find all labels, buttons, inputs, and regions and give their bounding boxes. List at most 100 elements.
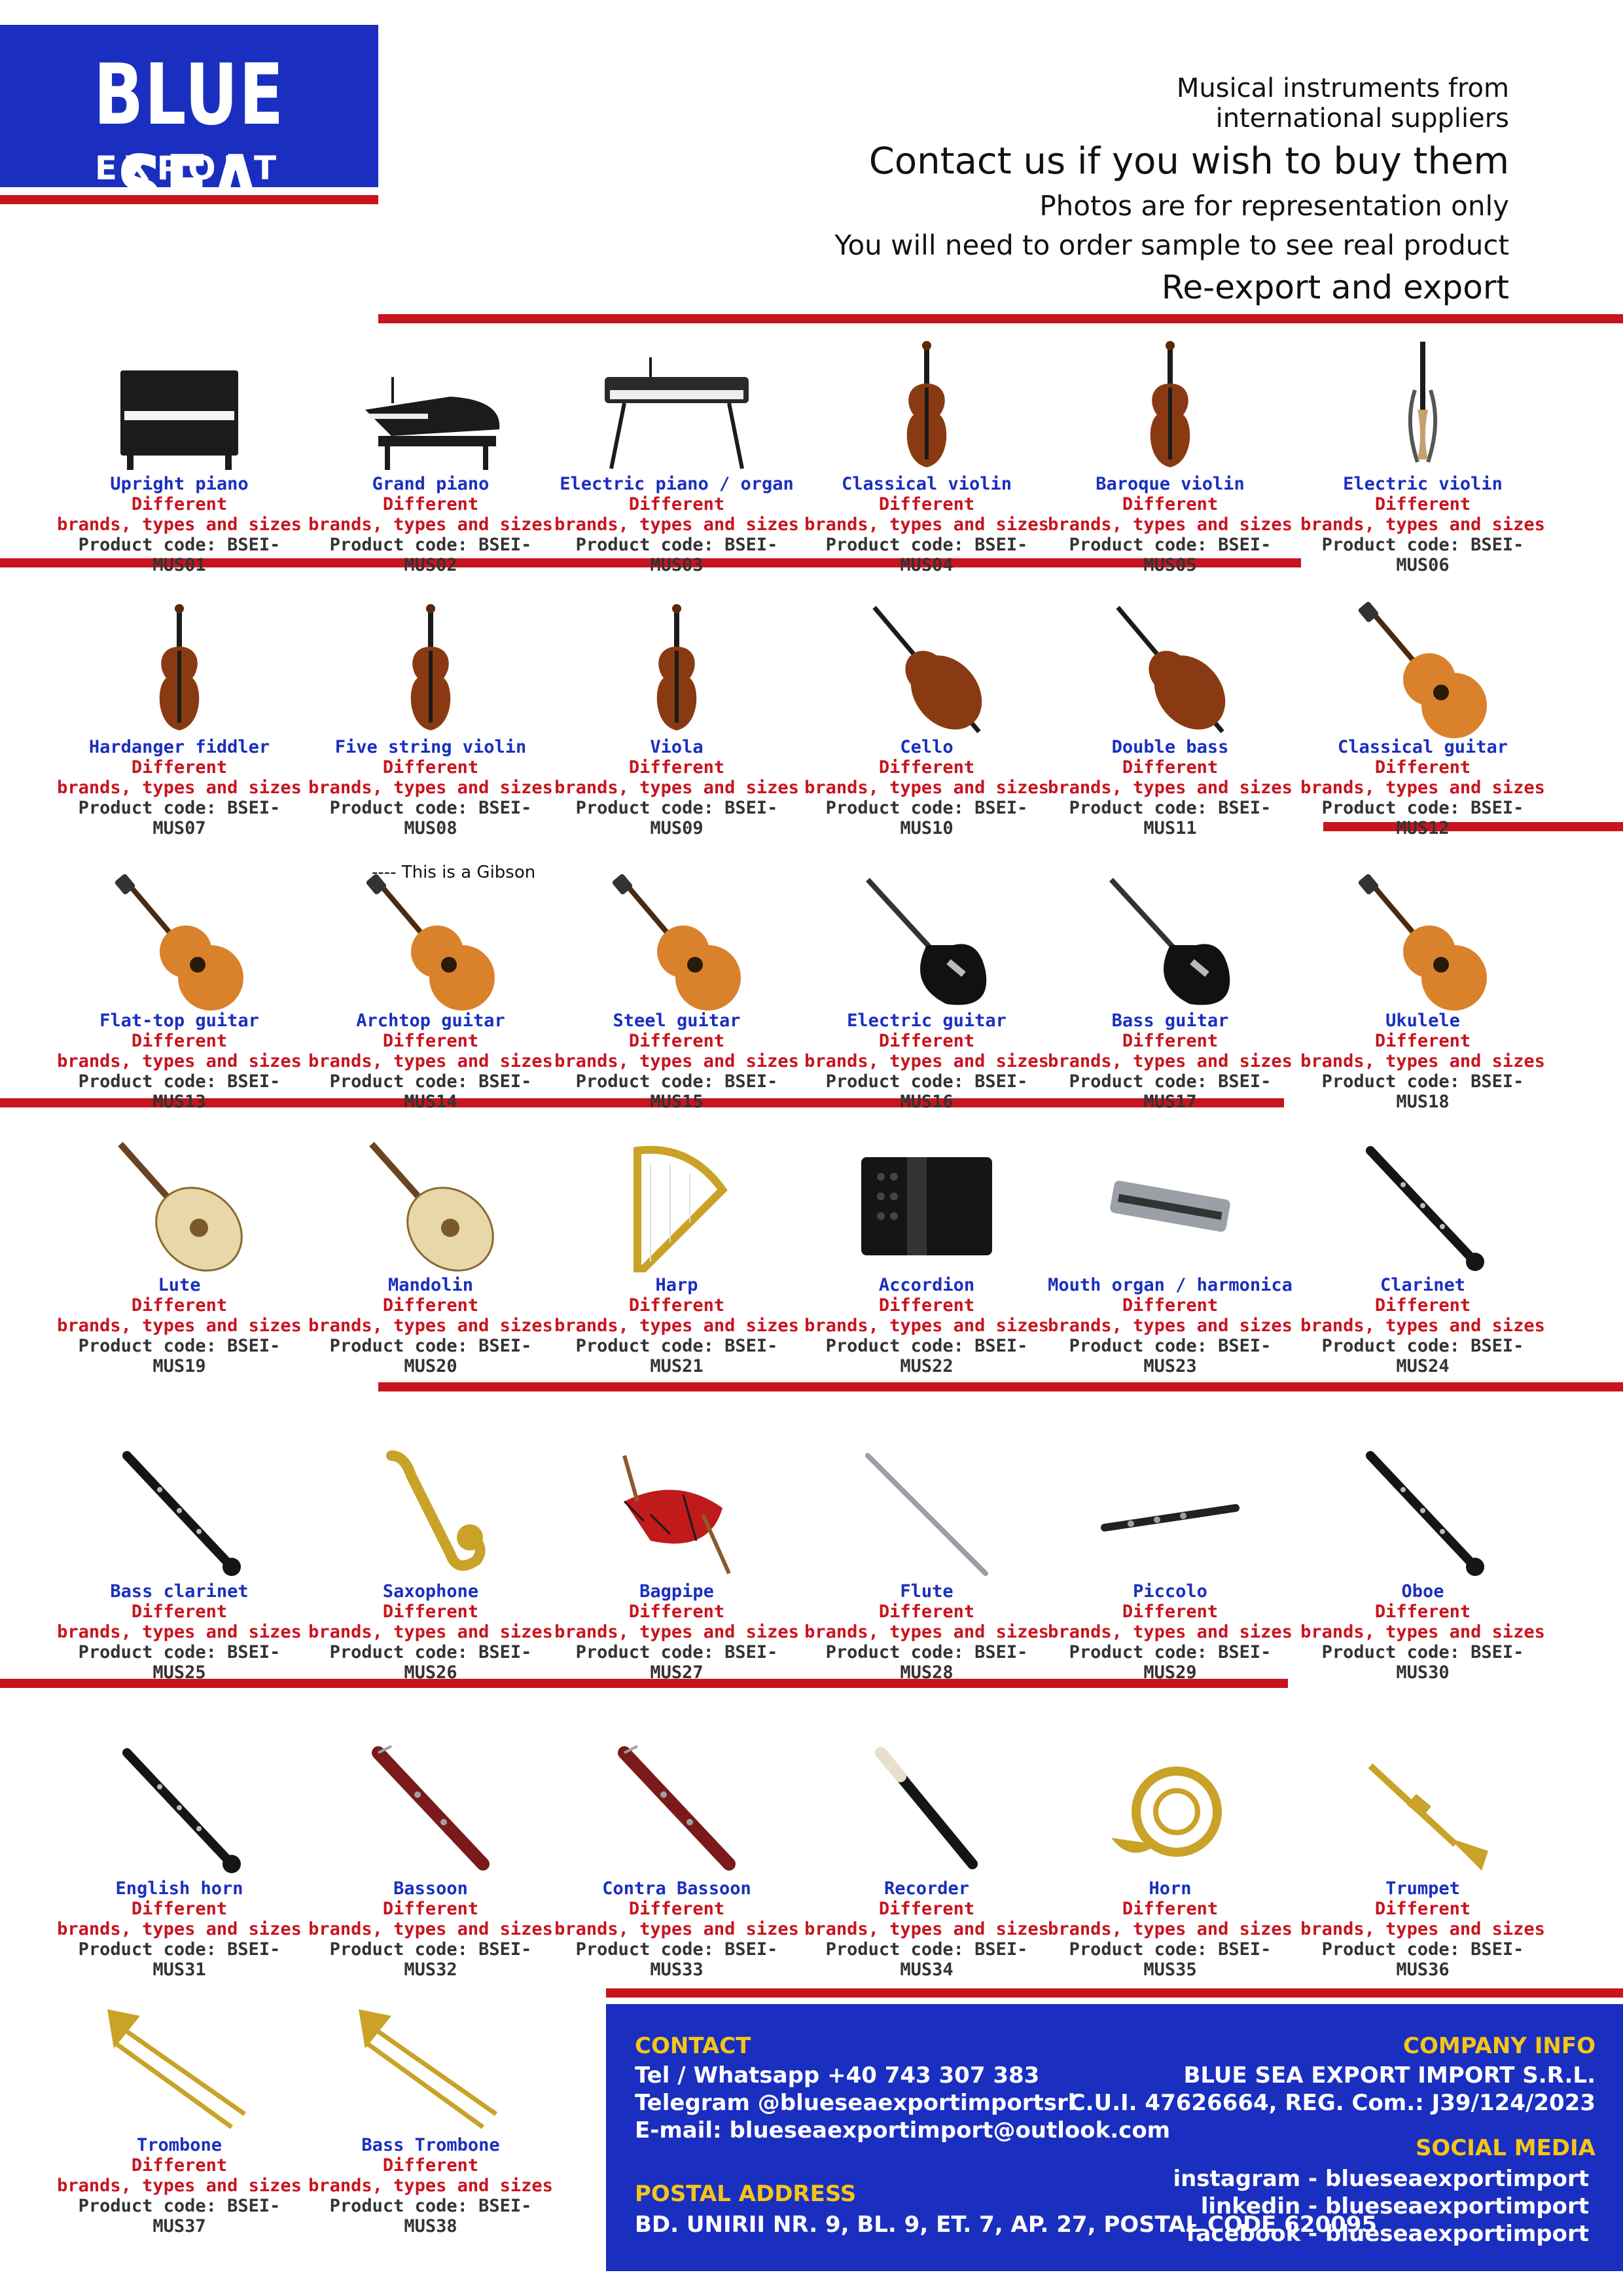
product-caption: Electric piano / organ Different brands, t… [552, 474, 801, 575]
product-code: Product code: BSEI-MUS12 [1321, 798, 1524, 838]
header-sample-note: You will need to order sample to see rea… [834, 229, 1509, 261]
product-variety-detail: brands, types and sizes [554, 1051, 799, 1071]
product-caption: Bassoon Different brands, types and sizes P… [306, 1878, 555, 1980]
french-horn-icon [1092, 1740, 1249, 1877]
product-variety-detail: brands, types and sizes [308, 1919, 553, 1939]
product-variety: Different [878, 1602, 975, 1622]
product-variety: Different [1122, 1295, 1219, 1316]
product-variety: Different [131, 1031, 228, 1051]
product-variety-detail: brands, types and sizes [308, 514, 553, 535]
saxophone-icon [352, 1443, 509, 1580]
product-caption: Flat-top guitar Different brands, types an… [55, 1011, 304, 1112]
guitar-icon [352, 873, 509, 1011]
harmonica-icon [1092, 1138, 1249, 1275]
clarinet-icon [1344, 1138, 1501, 1275]
product-variety: Different [878, 1031, 975, 1051]
product-code: Product code: BSEI-MUS19 [78, 1336, 281, 1376]
product-variety-detail: brands, types and sizes [57, 778, 302, 798]
product-name: Bass guitar [1111, 1011, 1229, 1031]
clarinet-icon [101, 1740, 258, 1877]
product-code: Product code: BSEI-MUS24 [1321, 1336, 1524, 1376]
product-code: Product code: BSEI-MUS16 [825, 1071, 1028, 1112]
lute-icon [352, 1138, 509, 1275]
product-name: Trombone [136, 2135, 223, 2155]
product-variety-detail: brands, types and sizes [804, 514, 1049, 535]
product-name: Cello [900, 737, 954, 757]
product-variety-detail: brands, types and sizes [554, 1622, 799, 1642]
trombone-icon [101, 1996, 258, 2134]
product-name: Electric violin [1343, 474, 1503, 494]
product-variety: Different [1122, 757, 1219, 778]
linkedin-link[interactable]: linkedin - blueseaexportimport [1200, 2193, 1589, 2219]
product-variety: Different [1374, 1899, 1471, 1919]
divider [378, 314, 1623, 323]
phone-link[interactable]: Tel / Whatsapp +40 743 307 383 [635, 2062, 1040, 2089]
product-variety: Different [1122, 1899, 1219, 1919]
product-variety: Different [131, 1899, 228, 1919]
product-code: Product code: BSEI-MUS20 [329, 1336, 532, 1376]
product-variety-detail: brands, types and sizes [554, 514, 799, 535]
lute-icon [101, 1138, 258, 1275]
product-variety: Different [382, 1031, 479, 1051]
product-caption: Trumpet Different brands, types and sizes P… [1298, 1878, 1547, 1980]
product-caption: Hardanger fiddler Different brands, types … [55, 737, 304, 838]
product-name: Trumpet [1385, 1878, 1460, 1899]
product-caption: Clarinet Different brands, types and sizes… [1298, 1275, 1547, 1376]
product-code: Product code: BSEI-MUS18 [1321, 1071, 1524, 1112]
header-cta: Contact us if you wish to buy them [868, 140, 1509, 183]
product-variety: Different [878, 1899, 975, 1919]
product-caption: Bagpipe Different brands, types and sizes P… [552, 1581, 801, 1683]
product-code: Product code: BSEI-MUS07 [78, 798, 281, 838]
product-caption: English horn Different brands, types and s… [55, 1878, 304, 1980]
product-name: Classical guitar [1337, 737, 1508, 757]
product-name: Archtop guitar [356, 1011, 505, 1031]
divider [0, 558, 1301, 567]
email-link[interactable]: E-mail: blueseaexportimport@outlook.com [635, 2117, 1171, 2144]
product-code: Product code: BSEI-MUS32 [329, 1939, 532, 1980]
product-code: Product code: BSEI-MUS26 [329, 1642, 532, 1683]
product-code: Product code: BSEI-MUS15 [575, 1071, 778, 1112]
instagram-link[interactable]: instagram - blueseaexportimport [1173, 2166, 1589, 2192]
product-name: Recorder [883, 1878, 970, 1899]
product-caption: Upright piano Different brands, types and … [55, 474, 304, 575]
bassoon-icon [598, 1740, 755, 1877]
product-variety-detail: brands, types and sizes [308, 1051, 553, 1071]
bagpipe-icon [598, 1443, 755, 1580]
logo-underline [0, 195, 378, 204]
product-variety-detail: brands, types and sizes [1048, 514, 1293, 535]
product-variety: Different [131, 2155, 228, 2176]
product-code: Product code: BSEI-MUS33 [575, 1939, 778, 1980]
product-variety-detail: brands, types and sizes [308, 778, 553, 798]
company-registration: C.U.I. 47626664, REG. Com.: J39/124/2023 [1069, 2090, 1596, 2116]
product-caption: Bass guitar Different brands, types and si… [1046, 1011, 1294, 1112]
product-caption: Lute Different brands, types and sizes Prod… [55, 1275, 304, 1376]
product-variety: Different [382, 494, 479, 514]
product-variety: Different [382, 1295, 479, 1316]
product-variety-detail: brands, types and sizes [1300, 778, 1545, 798]
product-variety: Different [131, 494, 228, 514]
product-name: Electric guitar [847, 1011, 1007, 1031]
company-name: BLUE SEA EXPORT IMPORT S.R.L. [1183, 2062, 1596, 2089]
telegram-link[interactable]: Telegram @blueseaexportimportsrl [635, 2090, 1076, 2116]
product-name: Lute [158, 1275, 201, 1295]
guitar-icon [598, 873, 755, 1011]
product-caption: Flute Different brands, types and sizes Pro… [802, 1581, 1051, 1683]
product-name: Classical violin [841, 474, 1012, 494]
product-caption: Accordion Different brands, types and size… [802, 1275, 1051, 1376]
product-name: Mouth organ / harmonica [1048, 1275, 1293, 1295]
product-name: Harp [655, 1275, 698, 1295]
product-code: Product code: BSEI-MUS04 [825, 535, 1028, 575]
product-code: Product code: BSEI-MUS22 [825, 1336, 1028, 1376]
product-variety: Different [131, 757, 228, 778]
product-name: Piccolo [1133, 1581, 1207, 1602]
product-name: Bass clarinet [110, 1581, 249, 1602]
product-code: Product code: BSEI-MUS21 [575, 1336, 778, 1376]
product-code: Product code: BSEI-MUS29 [1069, 1642, 1272, 1683]
product-caption: Horn Different brands, types and sizes Prod… [1046, 1878, 1294, 1980]
product-caption: Harp Different brands, types and sizes Prod… [552, 1275, 801, 1376]
facebook-link[interactable]: facebook - blueseaexportimport [1186, 2221, 1589, 2247]
product-variety: Different [878, 494, 975, 514]
product-code: Product code: BSEI-MUS25 [78, 1642, 281, 1683]
company-title: COMPANY INFO [1403, 2033, 1596, 2059]
bassoon-icon [352, 1740, 509, 1877]
